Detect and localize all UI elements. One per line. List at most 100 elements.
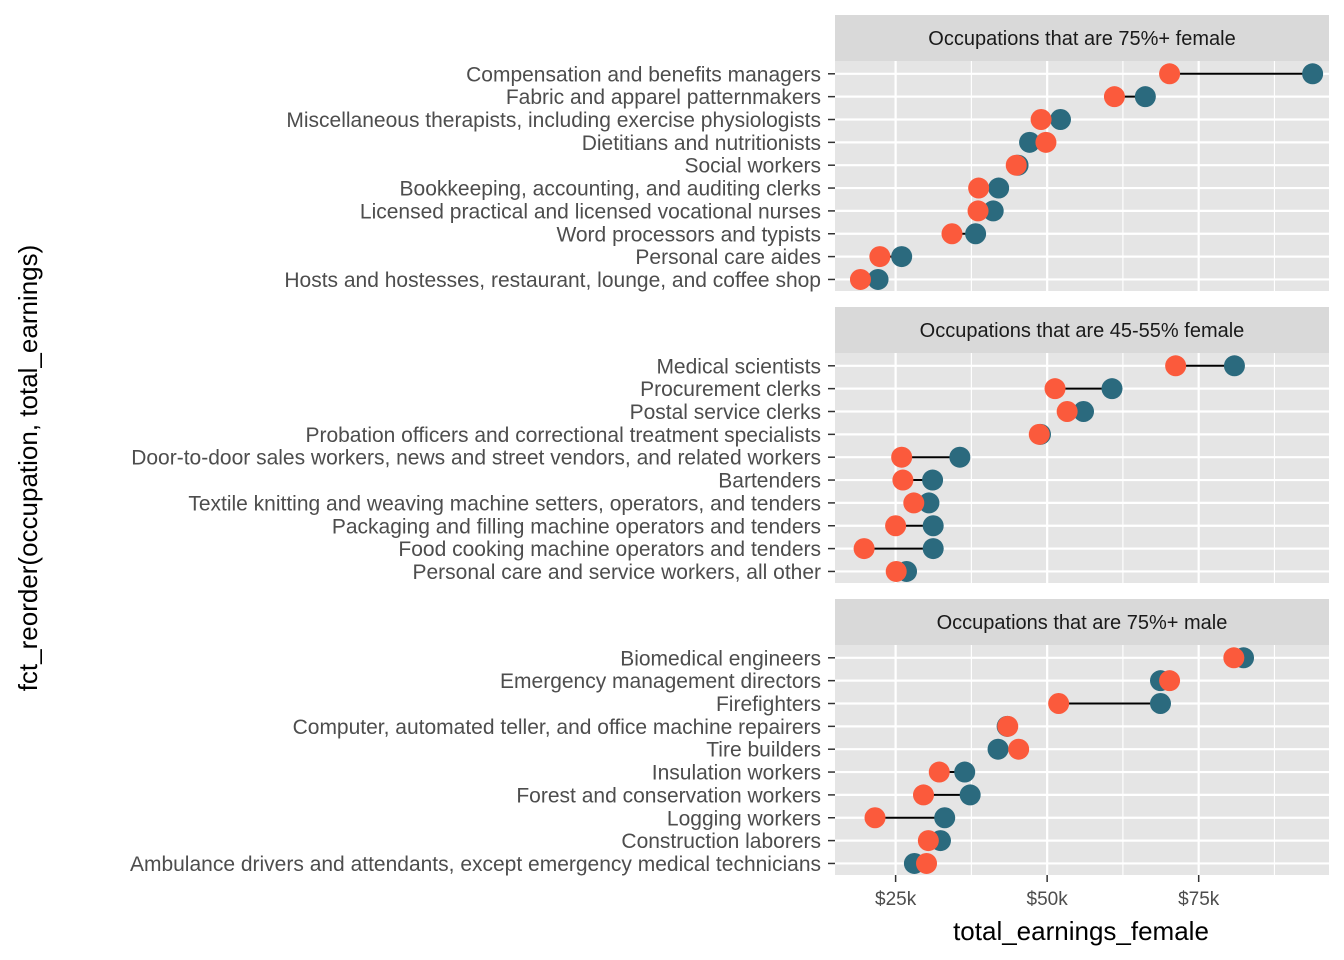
total-earnings-point (867, 268, 889, 290)
y-tick-label: Personal care aides (635, 246, 821, 269)
total-earnings-point (987, 738, 1009, 760)
total-earnings-point (1049, 109, 1071, 130)
female-earnings-point (885, 560, 907, 582)
total-earnings-point (959, 784, 981, 806)
x-axis-title: total_earnings_female (953, 916, 1209, 946)
y-tick-label: Insulation workers (652, 762, 821, 785)
facet-strip-label: Occupations that are 45-55% female (920, 320, 1245, 342)
female-earnings-point (916, 852, 938, 874)
panel-background (835, 645, 1329, 875)
female-earnings-point (1028, 423, 1050, 445)
total-earnings-point (891, 246, 913, 268)
female-earnings-point (917, 830, 939, 852)
female-earnings-point (864, 807, 886, 829)
total-earnings-point (982, 200, 1004, 222)
total-earnings-point (1149, 693, 1171, 714)
facet-panel: Occupations that are 75%+ female Compensa… (284, 15, 1329, 292)
facet-panel: Occupations that are 75%+ male Biomedical… (130, 599, 1329, 876)
female-earnings-point (903, 492, 925, 514)
female-earnings-point (892, 469, 914, 491)
total-earnings-point (1223, 355, 1245, 377)
total-earnings-point (1302, 63, 1324, 85)
y-tick-label: Bookkeeping, accounting, and auditing cl… (400, 178, 821, 201)
y-tick-label: Biomedical engineers (620, 647, 821, 670)
female-earnings-point (849, 268, 871, 290)
female-earnings-point (853, 538, 875, 560)
female-earnings-point (1159, 670, 1181, 692)
y-axis-title: fct_reorder(occupation, total_earnings) (13, 245, 43, 692)
female-earnings-point (1048, 693, 1070, 714)
y-tick-label: Postal service clerks (630, 401, 821, 424)
female-earnings-point (1044, 378, 1066, 400)
x-tick-label: $50k (1027, 889, 1069, 910)
y-tick-label: Textile knitting and weaving machine set… (188, 492, 821, 515)
female-earnings-point (1165, 355, 1187, 377)
y-tick-label: Construction laborers (621, 830, 821, 853)
total-earnings-point (1134, 86, 1156, 108)
y-tick-label: Packaging and filling machine operators … (332, 515, 821, 538)
y-tick-label: Compensation and benefits managers (466, 63, 821, 86)
female-earnings-point (1159, 63, 1181, 85)
facet-panel: Occupations that are 45-55% female Medica… (131, 307, 1329, 584)
y-tick-label: Medical scientists (656, 355, 821, 378)
total-earnings-point (949, 446, 971, 468)
y-tick-label: Logging workers (667, 807, 821, 830)
facet-strip (835, 599, 1329, 645)
x-tick-label: $25k (875, 889, 917, 910)
y-tick-label: Tire builders (706, 739, 821, 762)
y-tick-label: Bartenders (718, 470, 821, 493)
total-earnings-point (934, 807, 956, 829)
female-earnings-point (1005, 154, 1027, 176)
total-earnings-point (922, 469, 944, 491)
facet-panels: Occupations that are 75%+ female Compensa… (130, 15, 1329, 876)
facet-strip (835, 15, 1329, 61)
y-tick-label: Word processors and typists (556, 223, 821, 246)
y-tick-label: Licensed practical and licensed vocation… (360, 200, 821, 223)
total-earnings-point (954, 761, 976, 783)
total-earnings-point (922, 515, 944, 537)
y-tick-label: Miscellaneous therapists, including exer… (286, 109, 821, 132)
y-tick-label: Dietitians and nutritionists (582, 132, 821, 155)
panel-background (835, 61, 1329, 291)
y-tick-label: Probation officers and correctional trea… (305, 424, 821, 447)
total-earnings-point (922, 538, 944, 560)
y-tick-label: Personal care and service workers, all o… (412, 561, 821, 584)
y-tick-label: Food cooking machine operators and tende… (398, 538, 821, 561)
total-earnings-point (988, 177, 1010, 199)
female-earnings-point (1223, 647, 1245, 669)
total-earnings-point (1019, 131, 1041, 153)
female-earnings-point (891, 446, 913, 468)
female-earnings-point (928, 761, 950, 783)
female-earnings-point (885, 515, 907, 537)
total-earnings-point (1073, 401, 1095, 422)
y-tick-label: Computer, automated teller, and office m… (293, 716, 821, 739)
y-tick-label: Firefighters (716, 693, 821, 716)
female-earnings-point (1008, 738, 1030, 760)
female-earnings-point (968, 177, 990, 199)
female-earnings-point (912, 784, 934, 806)
female-earnings-point (1035, 131, 1057, 153)
y-tick-label: Social workers (684, 155, 821, 178)
female-earnings-point (869, 246, 891, 268)
facet-strip-label: Occupations that are 75%+ male (937, 612, 1228, 634)
y-tick-label: Fabric and apparel patternmakers (506, 86, 821, 109)
y-tick-label: Hosts and hostesses, restaurant, lounge,… (284, 269, 821, 292)
y-tick-label: Door-to-door sales workers, news and str… (131, 447, 821, 470)
y-tick-label: Emergency management directors (500, 670, 821, 693)
facet-strip-label: Occupations that are 75%+ female (928, 28, 1235, 50)
panel-background (835, 353, 1329, 583)
facet-strip (835, 307, 1329, 353)
y-tick-label: Forest and conservation workers (516, 784, 821, 807)
y-tick-label: Procurement clerks (640, 378, 821, 401)
total-earnings-point (1101, 378, 1123, 400)
total-earnings-point (918, 492, 940, 514)
total-earnings-point (965, 223, 987, 245)
female-earnings-point (1030, 109, 1052, 130)
x-axis: $25k $50k $75k (875, 875, 1220, 910)
female-earnings-point (1056, 401, 1078, 422)
female-earnings-point (1103, 86, 1125, 108)
female-earnings-point (967, 200, 989, 222)
y-tick-label: Ambulance drivers and attendants, except… (130, 853, 821, 876)
female-earnings-point (941, 223, 963, 245)
